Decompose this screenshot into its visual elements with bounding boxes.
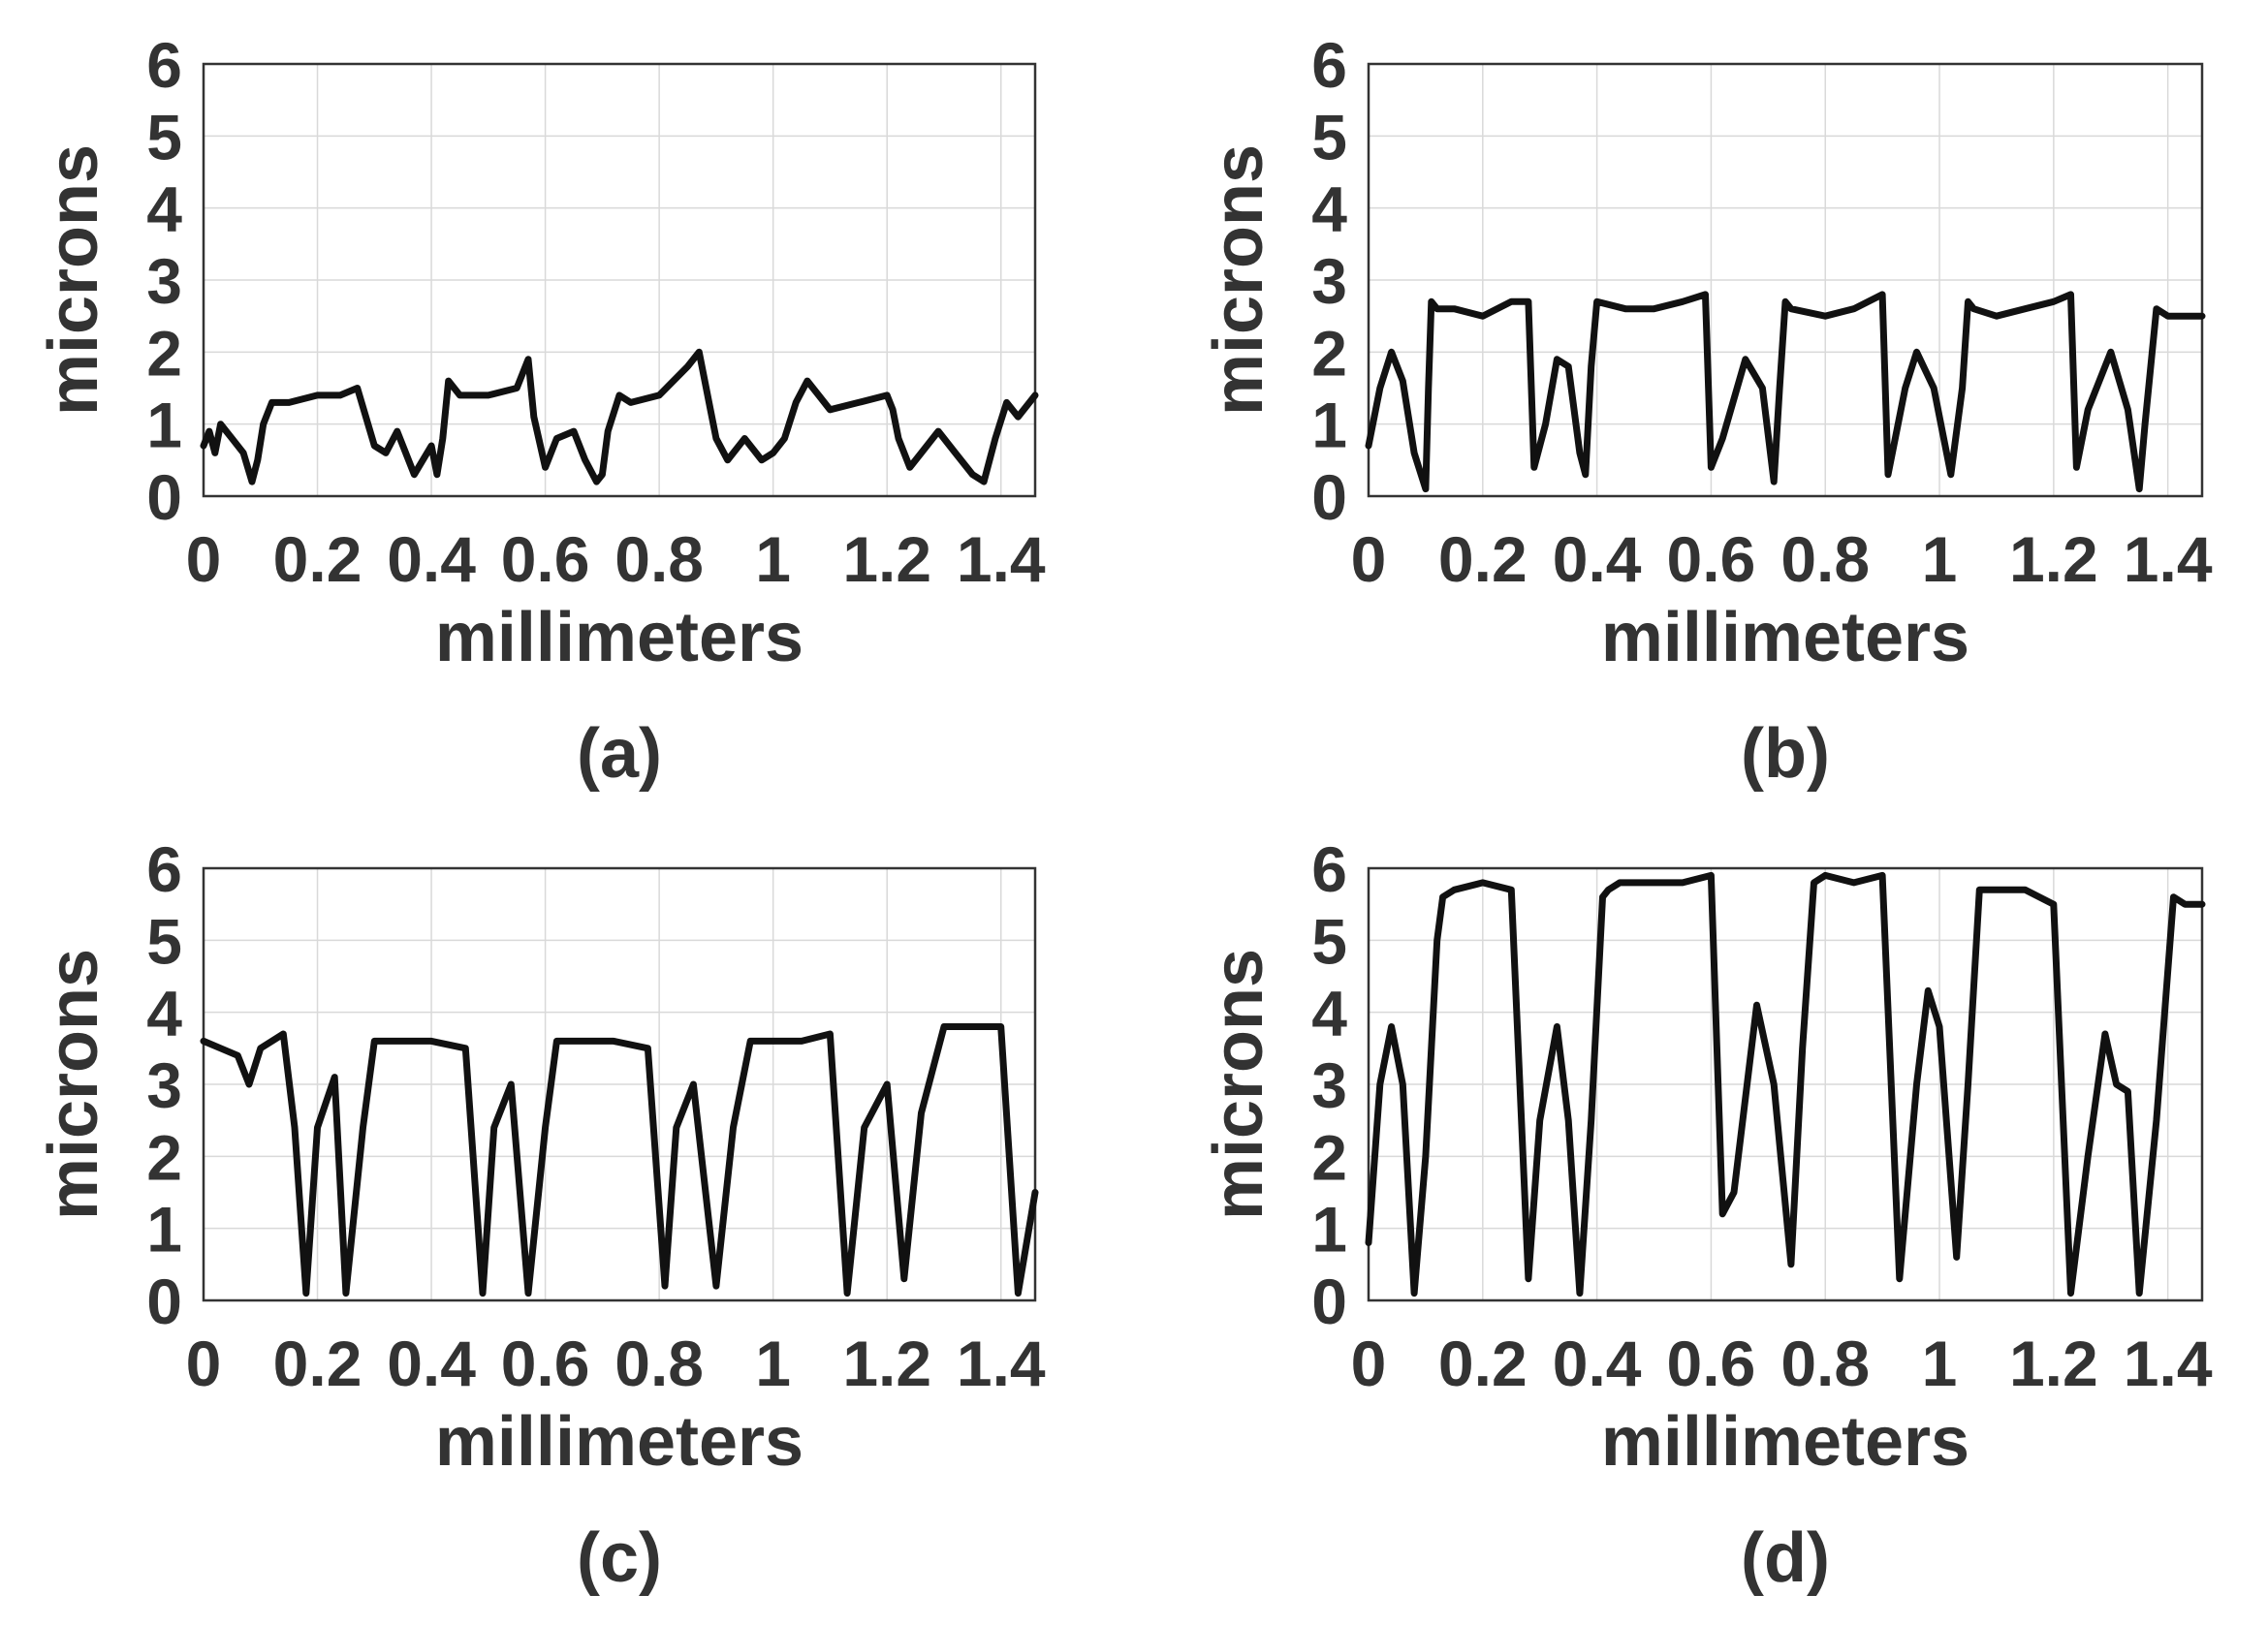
y-tick-label-c-2: 2 — [146, 1121, 182, 1193]
y-tick-label-c-6: 6 — [146, 833, 182, 905]
y-tick-label-a-3: 3 — [146, 245, 182, 317]
chart-panel-b: 0 0.2 0.4 0.6 0.8 1 1.2 1.40123456millimetersmi… — [1200, 29, 2213, 793]
panel-label-b: (b) — [1741, 715, 1830, 793]
x-axis-label-b: millimeters — [1601, 599, 1969, 676]
x-tick-label-b-3: 0.6 — [1667, 523, 1756, 595]
y-tick-label-b-2: 2 — [1311, 317, 1347, 389]
x-tick-label-a-7: 1.4 — [957, 523, 1046, 595]
x-tick-label-c-1: 0.2 — [273, 1328, 362, 1399]
y-tick-label-c-0: 0 — [146, 1266, 182, 1337]
x-tick-label-c-0: 0 — [186, 1328, 222, 1399]
series-line-d-0 — [1365, 871, 2206, 1298]
y-tick-label-b-1: 1 — [1311, 390, 1347, 461]
plot-frame-b — [1367, 62, 2204, 498]
y-tick-label-a-2: 2 — [146, 317, 182, 389]
y-tick-label-c-4: 4 — [146, 978, 182, 1049]
x-tick-label-c-3: 0.6 — [501, 1328, 590, 1399]
chart-panel-a: 0 0.2 0.4 0.6 0.8 1 1.2 1.40123456millimetersmi… — [35, 29, 1046, 793]
x-tick-label-b-7: 1.4 — [2124, 523, 2213, 595]
x-tick-label-d-2: 0.4 — [1553, 1328, 1642, 1399]
y-tick-label-d-6: 6 — [1311, 833, 1347, 905]
x-axis-label-a: millimeters — [435, 599, 803, 676]
x-tick-label-c-2: 0.4 — [387, 1328, 476, 1399]
chart-panel-d: 0 0.2 0.4 0.6 0.8 1 1.2 1.40123456millimetersmi… — [1200, 833, 2213, 1597]
panel-label-d: (d) — [1741, 1519, 1830, 1597]
x-tick-label-b-2: 0.4 — [1553, 523, 1642, 595]
x-tick-label-b-4: 0.8 — [1780, 523, 1870, 595]
x-tick-label-b-0: 0 — [1351, 523, 1387, 595]
y-tick-label-a-0: 0 — [146, 461, 182, 533]
y-tick-label-b-6: 6 — [1311, 29, 1347, 101]
x-tick-label-c-4: 0.8 — [614, 1328, 704, 1399]
y-tick-label-d-5: 5 — [1311, 905, 1347, 977]
x-tick-label-b-5: 1 — [1922, 523, 1958, 595]
chart-panel-c: 0 0.2 0.4 0.6 0.8 1 1.2 1.40123456millimetersmi… — [35, 833, 1046, 1597]
plot-frame-c — [202, 866, 1037, 1302]
y-axis-label-d: microns — [1200, 949, 1277, 1220]
y-tick-label-b-4: 4 — [1311, 173, 1347, 245]
x-tick-label-b-6: 1.2 — [2009, 523, 2098, 595]
y-tick-label-d-0: 0 — [1311, 1266, 1347, 1337]
x-tick-label-d-4: 0.8 — [1780, 1328, 1870, 1399]
x-tick-label-c-7: 1.4 — [957, 1328, 1046, 1399]
x-tick-label-a-1: 0.2 — [273, 523, 362, 595]
panel-label-c: (c) — [577, 1519, 662, 1597]
x-tick-label-a-2: 0.4 — [387, 523, 476, 595]
x-axis-label-c: millimeters — [435, 1403, 803, 1481]
y-tick-label-a-5: 5 — [146, 101, 182, 172]
x-tick-label-b-1: 0.2 — [1438, 523, 1528, 595]
plot-frame-d — [1367, 866, 2204, 1302]
x-tick-label-d-7: 1.4 — [2124, 1328, 2213, 1399]
x-axis-label-d: millimeters — [1601, 1403, 1969, 1481]
x-tick-label-c-6: 1.2 — [842, 1328, 931, 1399]
plot-frame-a — [202, 62, 1037, 498]
y-tick-label-b-5: 5 — [1311, 101, 1347, 172]
y-axis-label-c: microns — [35, 949, 112, 1220]
x-tick-label-a-4: 0.8 — [614, 523, 704, 595]
x-tick-label-d-0: 0 — [1351, 1328, 1387, 1399]
x-tick-label-d-5: 1 — [1922, 1328, 1958, 1399]
y-tick-label-d-2: 2 — [1311, 1121, 1347, 1193]
panel-label-a: (a) — [577, 715, 662, 793]
y-axis-label-b: microns — [1200, 144, 1277, 416]
y-tick-label-b-0: 0 — [1311, 461, 1347, 533]
y-tick-label-c-3: 3 — [146, 1049, 182, 1121]
y-tick-label-a-1: 1 — [146, 390, 182, 461]
y-tick-label-a-6: 6 — [146, 29, 182, 101]
y-tick-label-a-4: 4 — [146, 173, 182, 245]
x-tick-label-c-5: 1 — [755, 1328, 791, 1399]
x-tick-label-d-6: 1.2 — [2009, 1328, 2098, 1399]
x-tick-label-a-3: 0.6 — [501, 523, 590, 595]
y-tick-label-b-3: 3 — [1311, 245, 1347, 317]
y-tick-label-d-3: 3 — [1311, 1049, 1347, 1121]
x-tick-label-a-6: 1.2 — [842, 523, 931, 595]
y-axis-label-a: microns — [35, 144, 112, 416]
series-line-b-0 — [1365, 291, 2206, 493]
x-tick-label-d-1: 0.2 — [1438, 1328, 1528, 1399]
x-tick-label-a-0: 0 — [186, 523, 222, 595]
y-tick-label-c-1: 1 — [146, 1194, 182, 1266]
y-tick-label-d-1: 1 — [1311, 1194, 1347, 1266]
x-tick-label-a-5: 1 — [755, 523, 791, 595]
series-line-a-0 — [200, 348, 1039, 485]
y-tick-label-d-4: 4 — [1311, 978, 1347, 1049]
series-line-c-0 — [200, 1023, 1039, 1298]
x-tick-label-d-3: 0.6 — [1667, 1328, 1756, 1399]
y-tick-label-c-5: 5 — [146, 905, 182, 977]
